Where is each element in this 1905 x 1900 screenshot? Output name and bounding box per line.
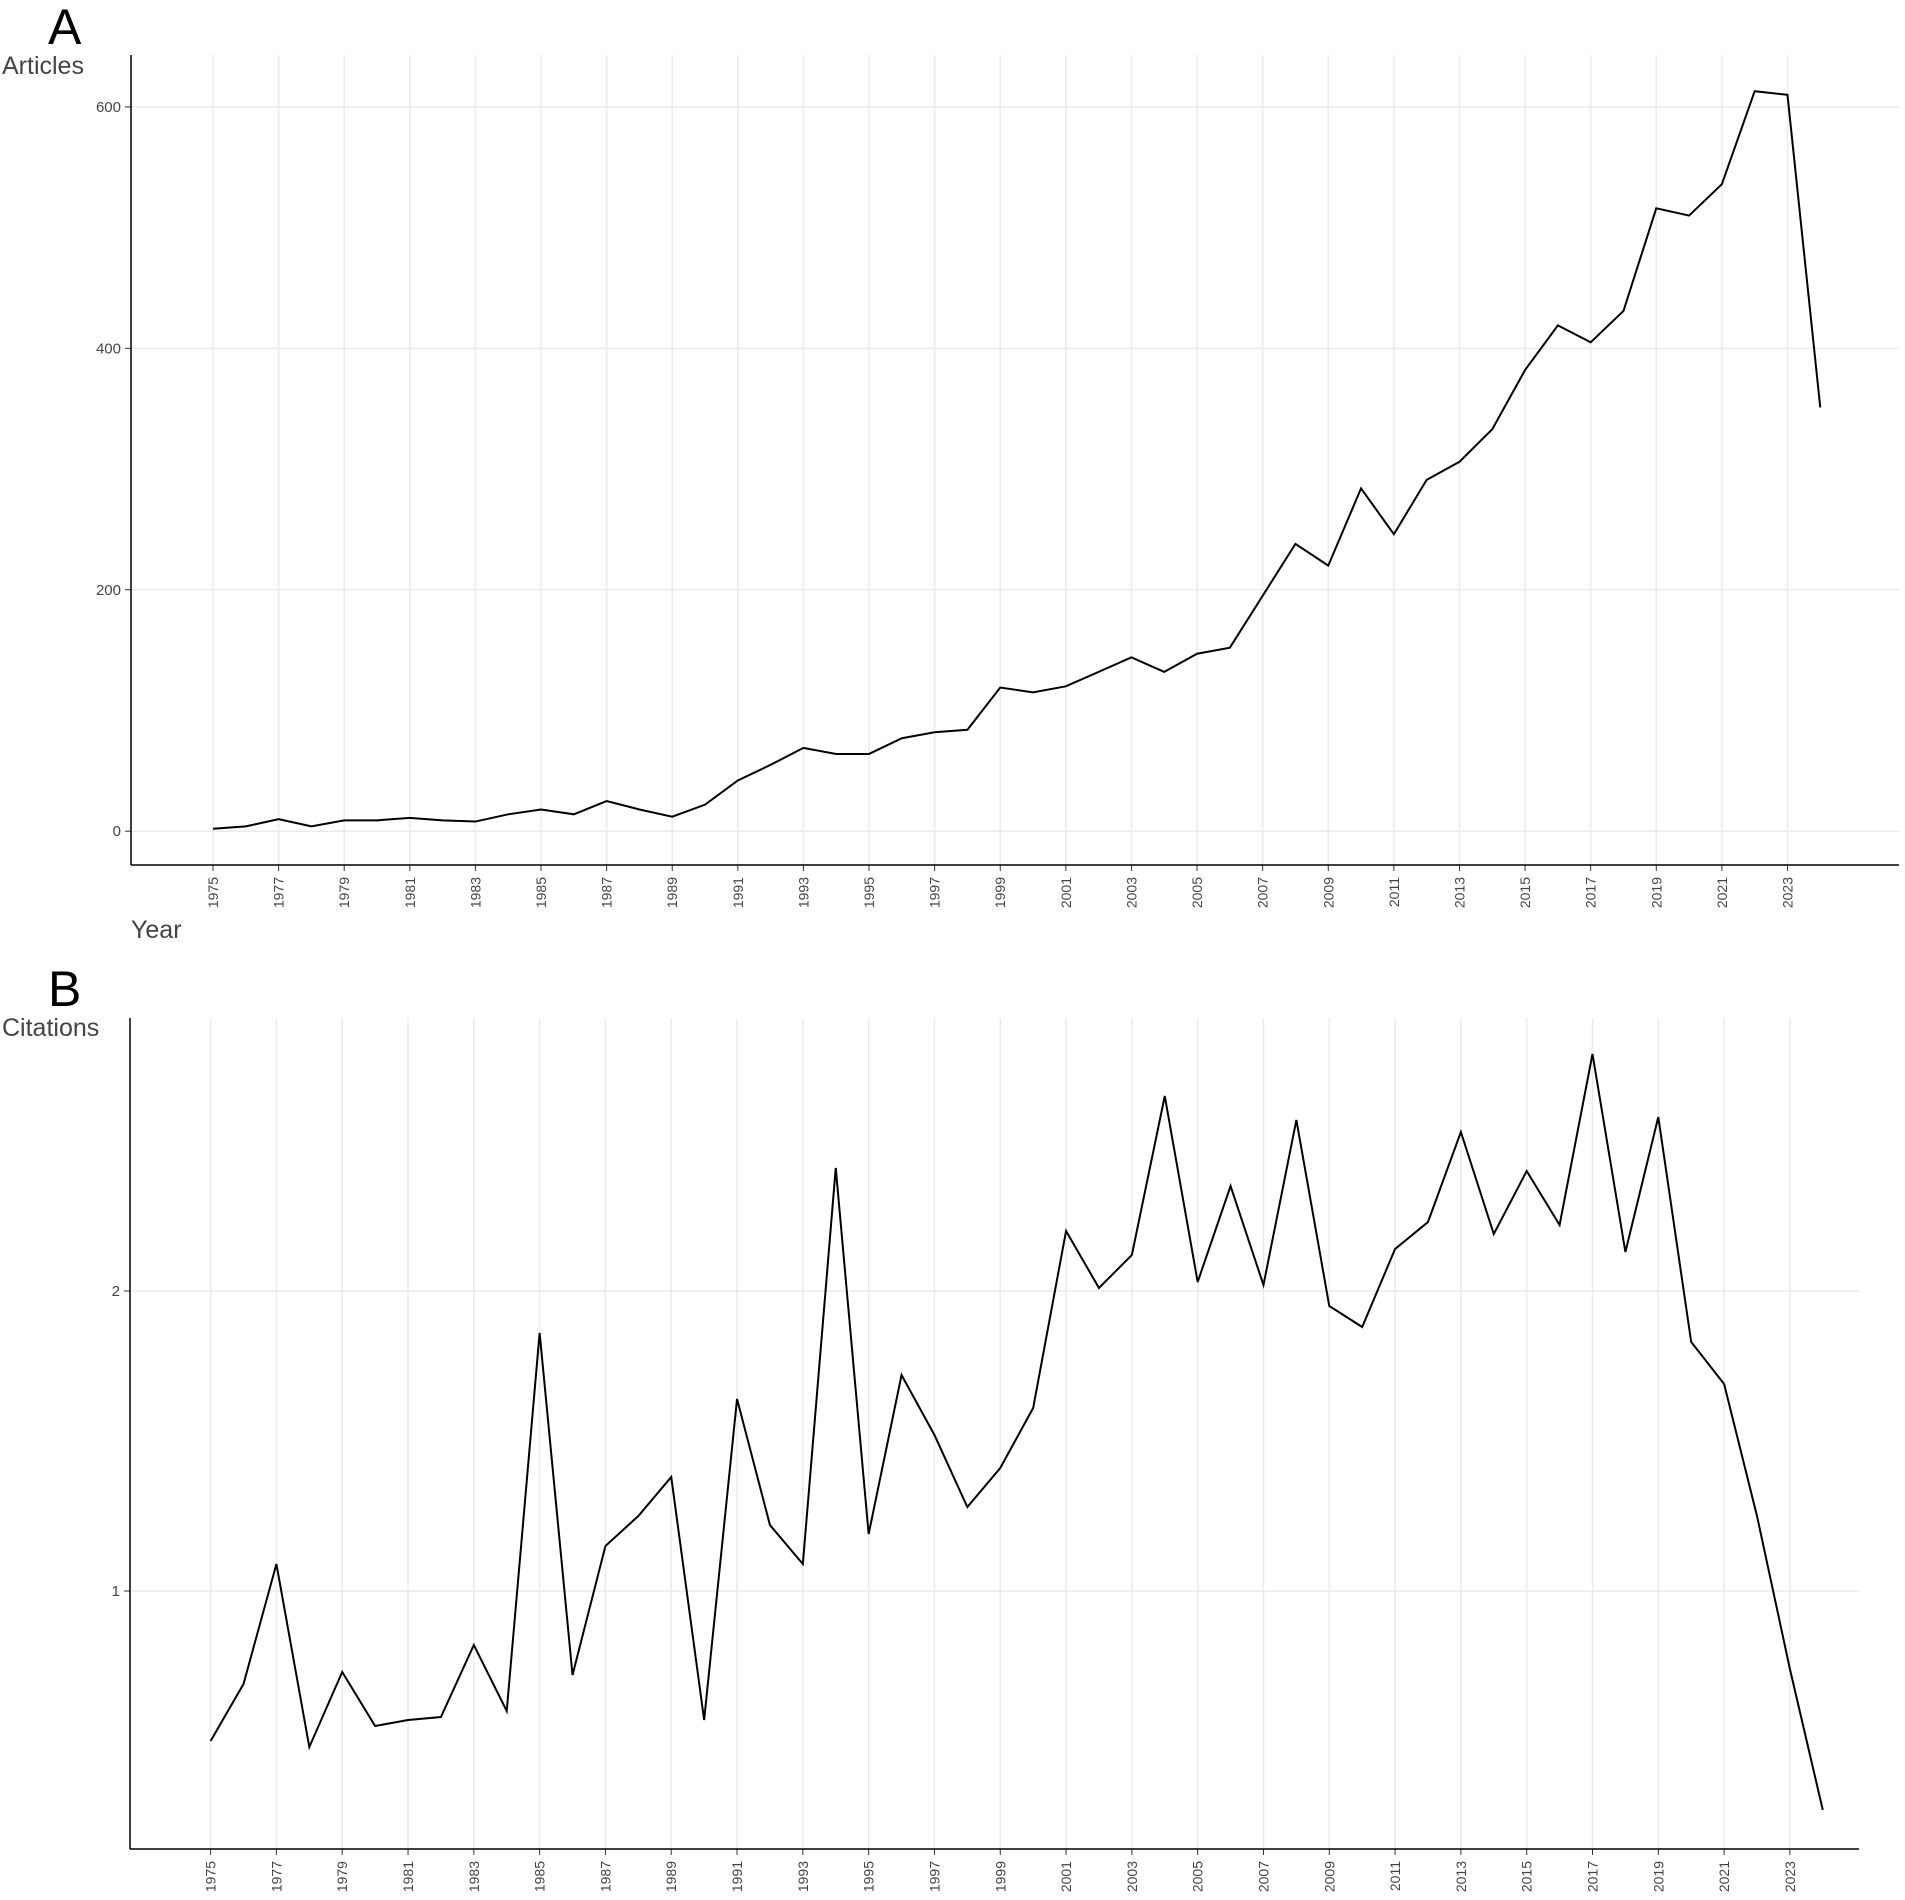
- x-tick-label: 1993: [795, 1861, 811, 1892]
- x-tick-label: 1979: [336, 877, 352, 908]
- y-tick-label: 400: [96, 340, 121, 357]
- x-tick-label: 1981: [402, 877, 418, 908]
- x-tick-label: 1999: [992, 877, 1008, 908]
- x-tick-label: 2021: [1716, 1861, 1732, 1892]
- y-axis-label: Citations: [2, 1014, 99, 1042]
- panel-label: B: [48, 961, 81, 1017]
- x-tick-label: 1989: [663, 1861, 679, 1892]
- x-tick-label: 2015: [1519, 1861, 1535, 1892]
- x-tick-label: 2013: [1451, 877, 1467, 908]
- x-tick-label: 2003: [1123, 877, 1139, 908]
- x-axis-label: Year: [131, 916, 182, 944]
- x-tick-label: 1987: [597, 1861, 613, 1892]
- x-tick-label: 1987: [599, 877, 615, 908]
- x-tick-label: 2023: [1782, 1861, 1798, 1892]
- y-tick-label: 200: [96, 582, 121, 599]
- x-tick-label: 1977: [268, 1861, 284, 1892]
- x-tick-label: 2009: [1320, 877, 1336, 908]
- x-tick-label: 2007: [1255, 877, 1271, 908]
- x-tick-label: 1991: [729, 1861, 745, 1892]
- x-tick-label: 1983: [467, 877, 483, 908]
- x-tick-label: 1983: [466, 1861, 482, 1892]
- x-tick-label: 1989: [664, 877, 680, 908]
- x-tick-label: 1979: [334, 1861, 350, 1892]
- y-axis-label: Articles: [2, 52, 84, 80]
- x-tick-label: 2001: [1058, 877, 1074, 908]
- x-tick-label: 1977: [271, 877, 287, 908]
- x-tick-label: 2017: [1584, 1861, 1600, 1892]
- x-tick-label: 1975: [203, 1861, 219, 1892]
- x-tick-label: 1997: [926, 1861, 942, 1892]
- x-tick-label: 2019: [1650, 1861, 1666, 1892]
- data-line: [209, 1053, 1824, 1811]
- x-tick-label: 1985: [533, 877, 549, 908]
- x-tick-label: 1997: [927, 877, 943, 908]
- x-tick-label: 1981: [400, 1861, 416, 1892]
- x-tick-label: 2015: [1517, 877, 1533, 908]
- x-tick-label: 1995: [861, 877, 877, 908]
- x-tick-label: 2005: [1190, 1861, 1206, 1892]
- x-tick-label: 2019: [1648, 877, 1664, 908]
- x-tick-label: 2001: [1058, 1861, 1074, 1892]
- x-tick-label: 2011: [1387, 1861, 1403, 1891]
- x-tick-label: 2013: [1453, 1861, 1469, 1892]
- x-tick-label: 1975: [205, 877, 221, 908]
- y-tick-label: 600: [96, 99, 121, 116]
- x-tick-label: 2021: [1714, 877, 1730, 908]
- y-tick-label: 0: [113, 823, 121, 840]
- x-tick-label: 2011: [1386, 877, 1402, 907]
- x-tick-label: 2003: [1124, 1861, 1140, 1892]
- data-line: [212, 90, 1822, 830]
- x-tick-label: 2005: [1189, 877, 1205, 908]
- x-tick-label: 1995: [861, 1861, 877, 1892]
- x-tick-label: 2009: [1321, 1861, 1337, 1892]
- panel-label: A: [48, 0, 82, 55]
- y-tick-label: 2: [112, 1283, 120, 1300]
- x-tick-label: 1999: [992, 1861, 1008, 1892]
- x-tick-label: 2023: [1779, 877, 1795, 908]
- x-tick-label: 1993: [795, 877, 811, 908]
- y-tick-label: 1: [112, 1583, 120, 1600]
- x-tick-label: 1985: [532, 1861, 548, 1892]
- x-tick-label: 2007: [1255, 1861, 1271, 1892]
- x-tick-label: 1991: [730, 877, 746, 908]
- x-tick-label: 2017: [1583, 877, 1599, 908]
